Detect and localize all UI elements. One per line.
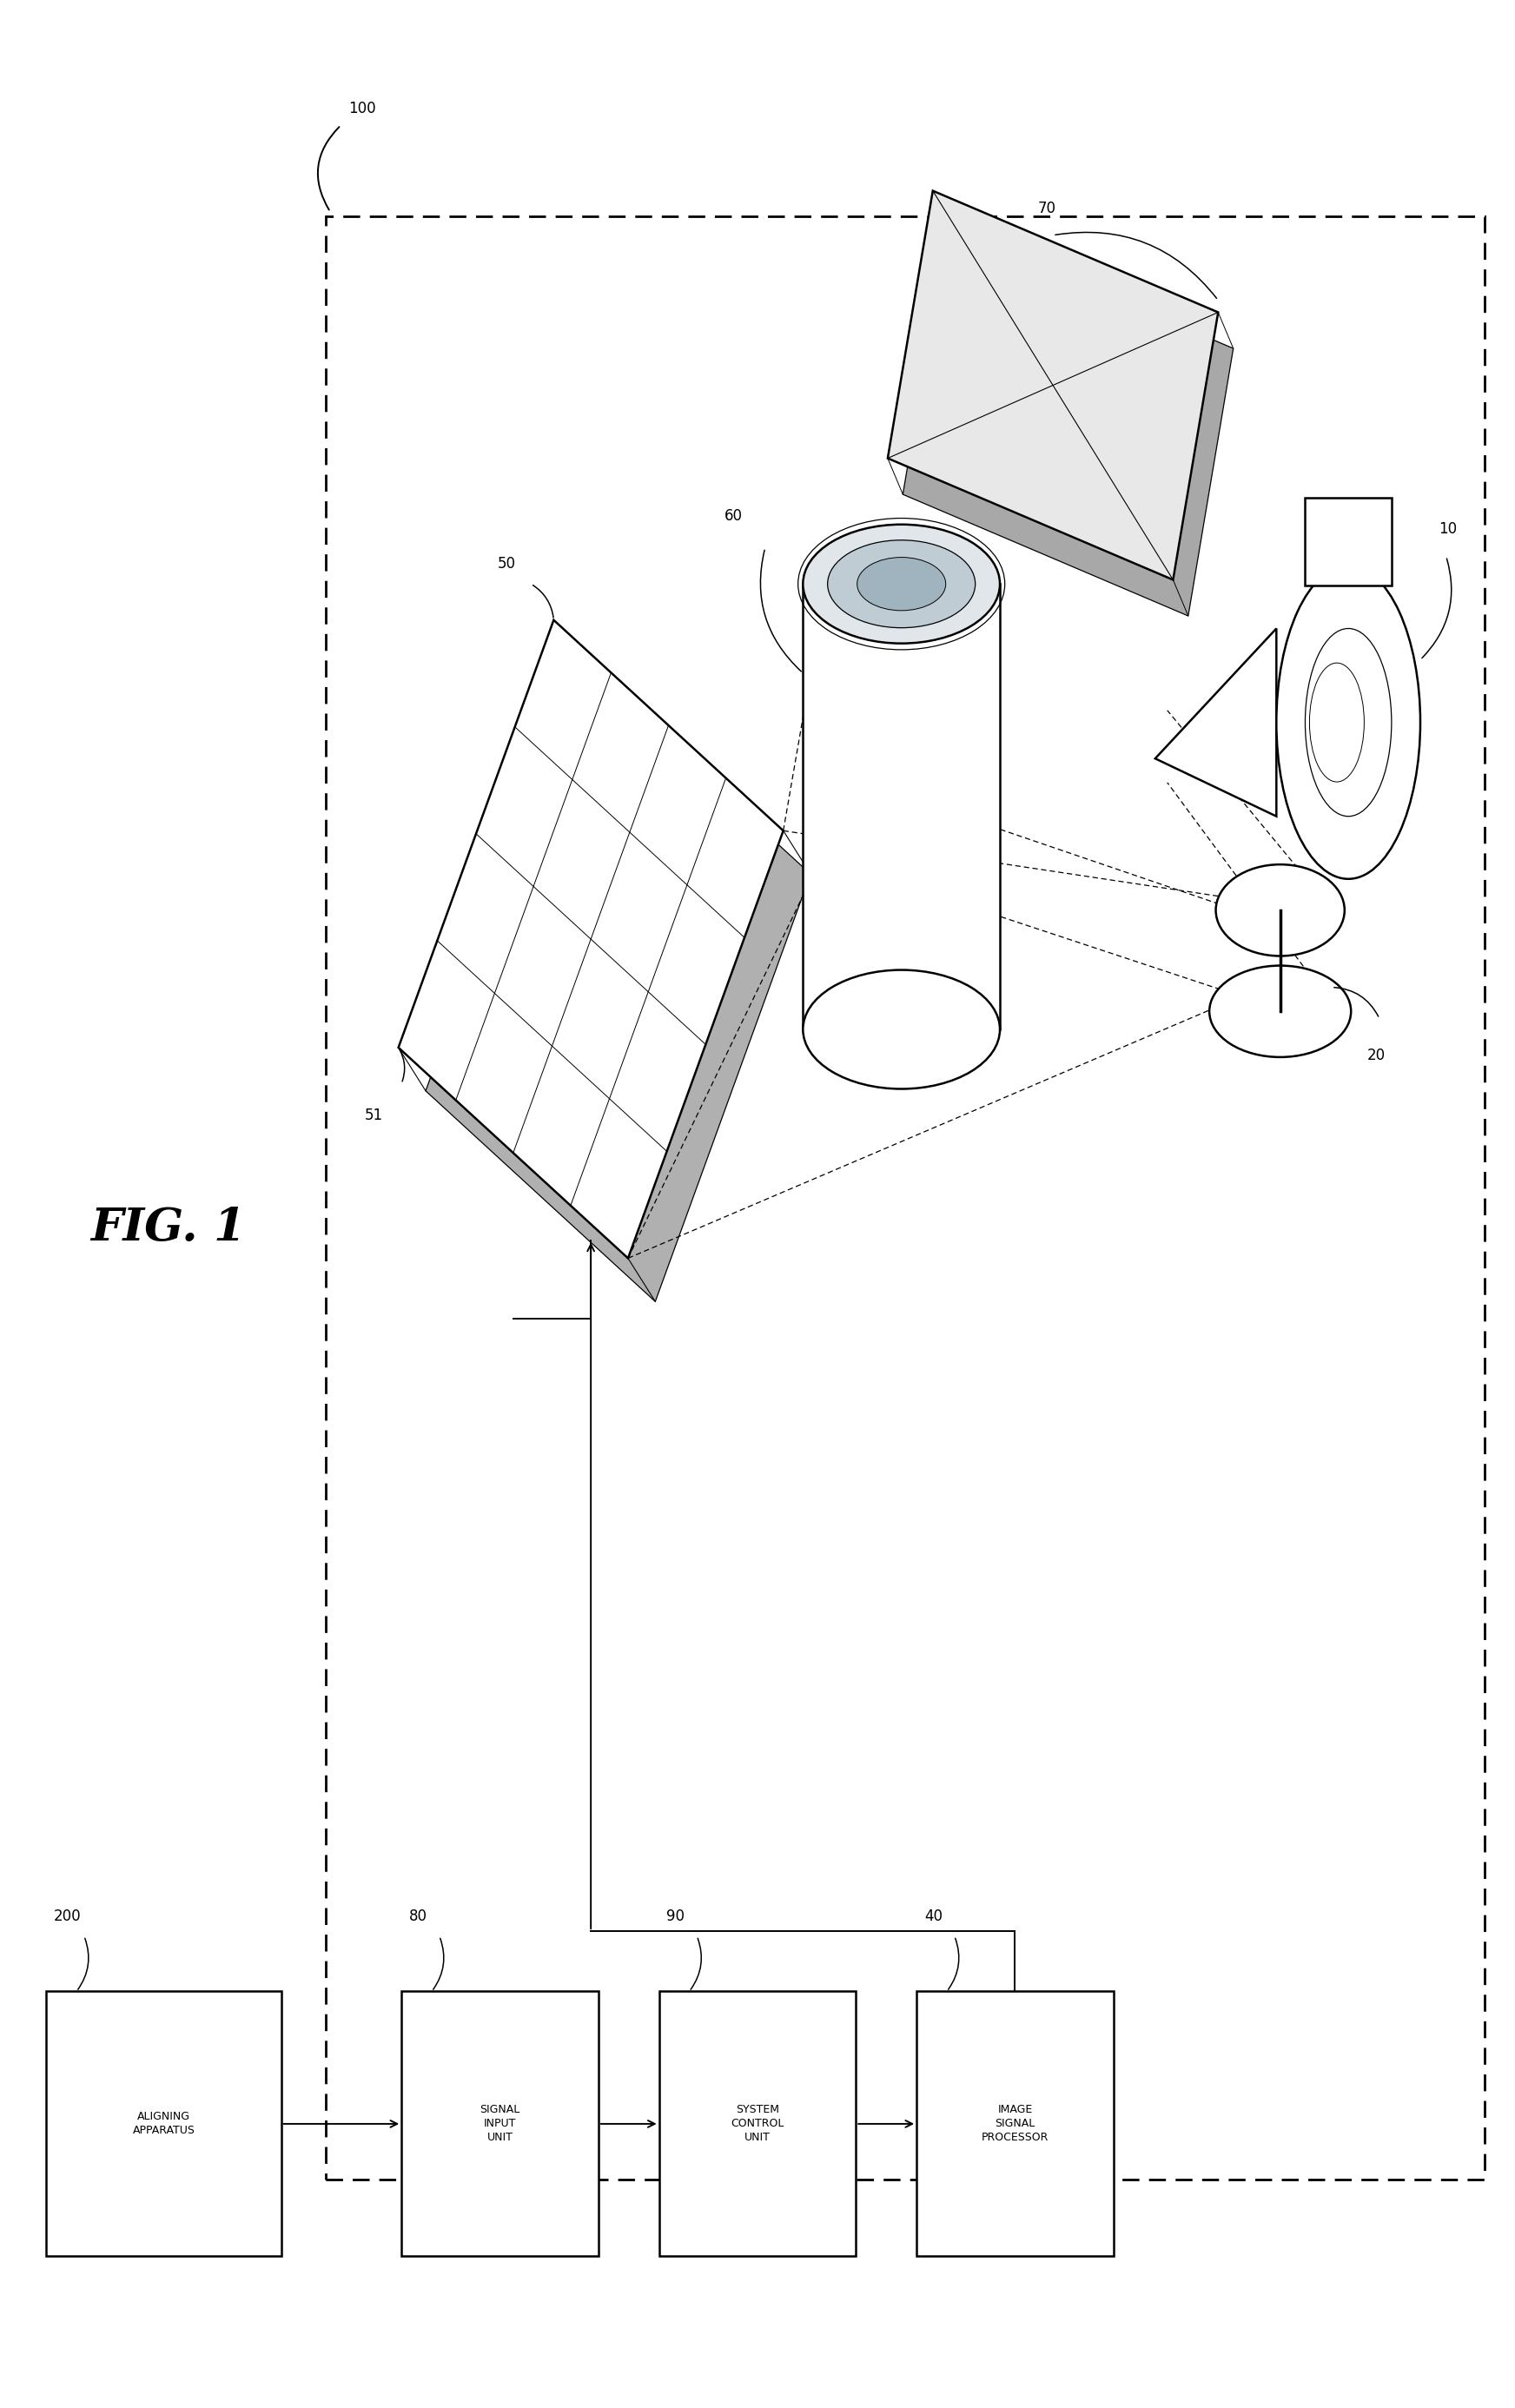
Bar	[659, 1991, 856, 2256]
FancyArrowPatch shape	[533, 585, 553, 616]
FancyArrowPatch shape	[77, 1938, 88, 1989]
FancyArrowPatch shape	[691, 1938, 701, 1989]
Text: SIGNAL
INPUT
UNIT: SIGNAL INPUT UNIT	[480, 2105, 520, 2143]
FancyArrowPatch shape	[1335, 987, 1379, 1016]
Text: 90: 90	[667, 1910, 685, 1924]
Polygon shape	[903, 226, 1233, 616]
Bar	[326, 217, 1485, 2179]
Text: 100: 100	[348, 101, 376, 116]
Text: ALIGNING
APPARATUS: ALIGNING APPARATUS	[132, 2112, 195, 2136]
Polygon shape	[888, 190, 1218, 580]
Ellipse shape	[803, 525, 1000, 643]
Text: IMAGE
SIGNAL
PROCESSOR: IMAGE SIGNAL PROCESSOR	[982, 2105, 1048, 2143]
FancyArrowPatch shape	[433, 1938, 444, 1989]
Text: 50: 50	[497, 556, 515, 571]
Bar	[917, 1991, 1114, 2256]
Polygon shape	[426, 662, 811, 1303]
Polygon shape	[1154, 628, 1276, 816]
Text: 51: 51	[365, 1108, 383, 1125]
Text: 70: 70	[1038, 200, 1056, 217]
Text: 80: 80	[409, 1910, 427, 1924]
Text: 200: 200	[55, 1910, 82, 1924]
FancyArrowPatch shape	[400, 1050, 405, 1081]
Polygon shape	[398, 619, 783, 1259]
Text: SYSTEM
CONTROL
UNIT: SYSTEM CONTROL UNIT	[730, 2105, 785, 2143]
FancyArrowPatch shape	[318, 128, 339, 209]
FancyArrowPatch shape	[1056, 231, 1217, 299]
Bar	[1306, 498, 1392, 585]
Ellipse shape	[857, 556, 945, 612]
Text: FIG. 1: FIG. 1	[91, 1206, 245, 1250]
Bar	[401, 1991, 598, 2256]
Ellipse shape	[803, 970, 1000, 1088]
Text: 20: 20	[1368, 1047, 1386, 1062]
Ellipse shape	[1209, 966, 1351, 1057]
Text: 60: 60	[724, 508, 742, 523]
Ellipse shape	[1215, 864, 1345, 956]
Text: 10: 10	[1439, 523, 1457, 537]
Ellipse shape	[1277, 566, 1421, 879]
Bar	[45, 1991, 282, 2256]
Ellipse shape	[827, 539, 976, 628]
FancyArrowPatch shape	[948, 1938, 959, 1989]
FancyArrowPatch shape	[761, 549, 801, 672]
Bar	[803, 585, 1000, 1031]
FancyArrowPatch shape	[1423, 559, 1451, 657]
Text: 40: 40	[924, 1910, 942, 1924]
